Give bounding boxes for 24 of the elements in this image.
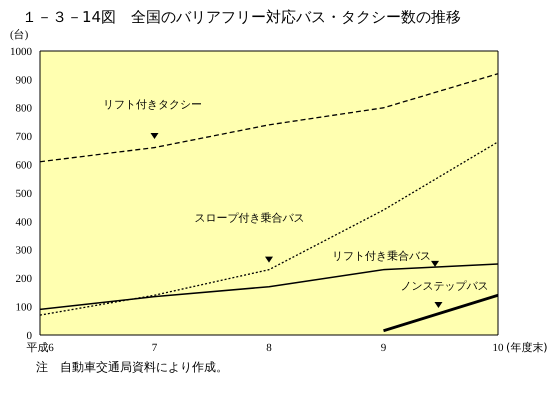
text: スロープ付き乗合バス	[194, 211, 305, 224]
y-tick-label: 700	[16, 131, 32, 144]
y-tick-label: 200	[16, 273, 32, 286]
y-tick-label: 0	[26, 330, 32, 342]
y-tick-label: 800	[16, 102, 32, 115]
y-tick-label: 300	[16, 244, 32, 257]
x-tick-label: 9	[380, 342, 387, 354]
y-tick-label: 1000	[10, 46, 32, 58]
chart-title: １－３－14図 全国のバリアフリー対応バス・タクシー数の推移	[22, 8, 462, 27]
y-tick-label: 500	[16, 188, 32, 200]
x-tick-label: 8	[266, 342, 272, 354]
legend-label: ノンステップバス	[400, 280, 489, 293]
y-tick-label: 900	[16, 74, 32, 86]
x-axis-title: (年度末)	[506, 341, 548, 354]
y-tick-label: 100	[16, 302, 32, 314]
x-tick-label: 平成6	[26, 340, 54, 354]
x-tick-label: 10	[492, 342, 504, 354]
text: リフト付きタクシー	[102, 98, 202, 111]
x-tick-label: 7	[152, 342, 158, 354]
y-tick-label: 400	[16, 216, 32, 228]
y-tick-label: 600	[16, 160, 32, 172]
series-label: リフト付き乗合バス	[332, 249, 431, 262]
text: 注 自動車交通局資料により作成。	[36, 359, 229, 376]
y-axis-title: (台)	[10, 28, 30, 41]
